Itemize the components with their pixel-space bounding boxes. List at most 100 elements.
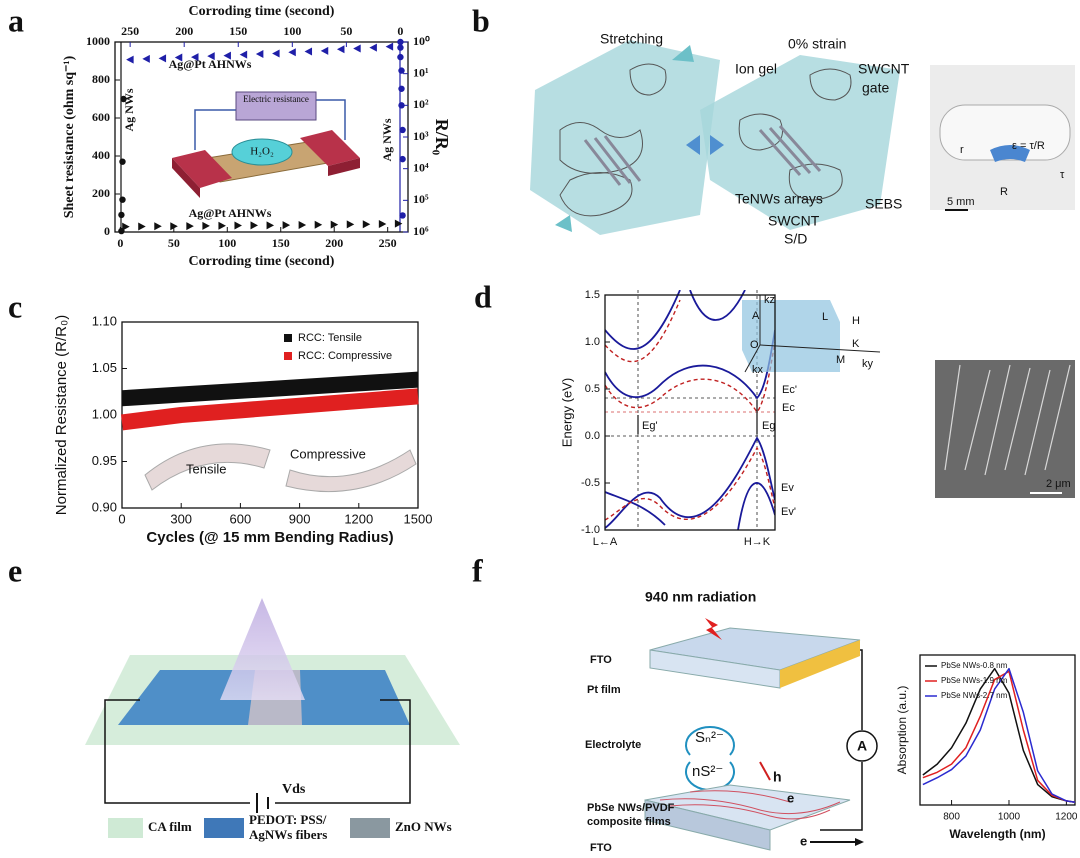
diagram-label: SWCNT xyxy=(768,213,820,229)
annotation: Ev xyxy=(781,482,794,494)
diagram-label: FTO xyxy=(590,842,612,854)
data-point xyxy=(397,44,404,51)
data-point xyxy=(170,222,178,231)
annotation: Eg' xyxy=(642,420,658,432)
device-illustration xyxy=(120,42,401,232)
x-tick-label: 0 xyxy=(117,236,123,250)
y2-axis-label: R/R₀ xyxy=(432,119,452,155)
annotation: Ec xyxy=(782,402,795,414)
diagram-label: FTO xyxy=(590,654,612,666)
data-point xyxy=(266,221,275,230)
diagram-title: 940 nm radiation xyxy=(645,589,756,605)
data-point xyxy=(255,50,264,59)
y2-tick-label: 10² xyxy=(413,97,429,111)
y-axis-label: Sheet resistance (ohm sq⁻¹) xyxy=(62,55,77,218)
sensor-illustration xyxy=(85,598,460,838)
data-point xyxy=(369,43,377,52)
x2-tick-label: 200 xyxy=(175,24,193,38)
diagram-label: Pt film xyxy=(587,684,621,696)
data-point xyxy=(346,220,355,229)
annotation: Eg xyxy=(762,420,775,432)
x2-tick-label: 0 xyxy=(397,24,403,38)
legend-swatch xyxy=(284,334,292,342)
x2-tick-label: 150 xyxy=(229,24,247,38)
y2-tick-label: 10³ xyxy=(413,129,429,143)
diagram-label: PbSe NWs/PVDF xyxy=(587,802,675,814)
data-point xyxy=(304,47,313,56)
legend-label: RCC: Compressive xyxy=(298,350,392,362)
ammeter-label: A xyxy=(857,738,867,754)
annotation: M xyxy=(836,354,845,366)
y-tick-label: 400 xyxy=(92,148,110,162)
annotation: K xyxy=(852,338,860,350)
y-axis-label: Absorption (a.u.) xyxy=(895,686,909,775)
x-tick-label: 0 xyxy=(118,511,125,526)
series-label: Ag@Pt AHNWs xyxy=(189,206,272,220)
x-axis-label: Wavelength (nm) xyxy=(949,827,1045,841)
x-category-label: L←A xyxy=(593,536,618,548)
legend-label: PEDOT: PSS/ xyxy=(249,812,327,827)
data-point xyxy=(118,211,125,219)
data-point xyxy=(282,221,291,230)
inset-label: τ xyxy=(1060,169,1065,181)
y-tick-label: 1.05 xyxy=(92,360,117,375)
y-tick-label: 0 xyxy=(104,224,110,238)
x-tick-label: 150 xyxy=(272,236,290,250)
x-axis-label: Cycles (@ 15 mm Bending Radius) xyxy=(146,529,393,546)
x-tick-label: 300 xyxy=(170,511,192,526)
annotation: O xyxy=(750,339,759,351)
data-point xyxy=(158,54,167,63)
data-point xyxy=(186,222,194,231)
data-point xyxy=(398,67,405,74)
diagram-label: h xyxy=(773,769,782,785)
diagram-label: TeNWs arrays xyxy=(735,191,823,207)
diagram-label: SEBS xyxy=(865,196,902,212)
x-tick-label: 1000 xyxy=(998,812,1021,823)
annotation: Tensile xyxy=(186,461,226,476)
diagram-label: 0% strain xyxy=(788,36,846,52)
data-point xyxy=(202,221,210,230)
data-line xyxy=(922,670,1076,804)
series-label: Ag@Pt AHNWs xyxy=(169,57,252,71)
data-point xyxy=(207,52,215,61)
data-line xyxy=(922,667,1076,804)
x-tick-label: 1200 xyxy=(344,511,373,526)
data-point xyxy=(394,219,403,228)
band-structure xyxy=(605,290,775,530)
plot-frame xyxy=(919,654,1076,806)
y-axis-label: Normalized Resistance (R/R₀) xyxy=(53,315,70,515)
data-point xyxy=(353,44,361,53)
series-label: Ag NWs xyxy=(380,118,394,161)
cell-illustration xyxy=(644,618,878,851)
data-point xyxy=(330,220,339,229)
data-point xyxy=(398,102,405,109)
panel-label: b xyxy=(472,2,490,38)
x2-tick-label: 50 xyxy=(340,24,352,38)
legend-label: CA film xyxy=(148,819,192,834)
data-point xyxy=(223,51,231,60)
annotation: A xyxy=(752,310,760,322)
data-point xyxy=(385,42,394,51)
y-tick-label: 0.5 xyxy=(585,383,600,395)
diagram-label: e xyxy=(787,790,794,805)
data-point xyxy=(191,53,199,62)
annotation: Electric resistance xyxy=(243,94,309,104)
panel-label: e xyxy=(8,552,22,588)
y-tick-label: 600 xyxy=(92,110,110,124)
annotation: H xyxy=(852,315,860,327)
data-point xyxy=(397,53,404,61)
bias-label: Vds xyxy=(282,782,306,797)
legend-label: AgNWs fibers xyxy=(249,827,327,842)
legend-label: RCC: Tensile xyxy=(298,332,362,344)
diagram-label: nS²⁻ xyxy=(692,763,723,780)
data-point xyxy=(399,126,406,134)
y-tick-label: 1.00 xyxy=(92,406,117,421)
data-point xyxy=(288,48,296,57)
panel-label: c xyxy=(8,288,22,324)
inset-label: r xyxy=(960,144,964,156)
plot-frame xyxy=(114,41,409,233)
x-tick-label: 200 xyxy=(325,236,343,250)
x2-tick-label: 250 xyxy=(121,24,139,38)
legend-label: ZnO NWs xyxy=(395,819,452,834)
